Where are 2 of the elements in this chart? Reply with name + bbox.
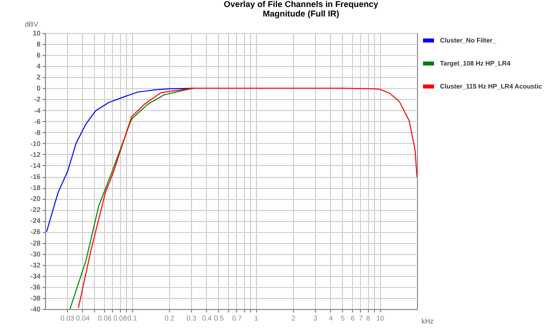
chart-subtitle: Magnitude (Full IR) [262,8,340,18]
chart-title: Overlay of File Channels in Frequency [224,0,378,9]
